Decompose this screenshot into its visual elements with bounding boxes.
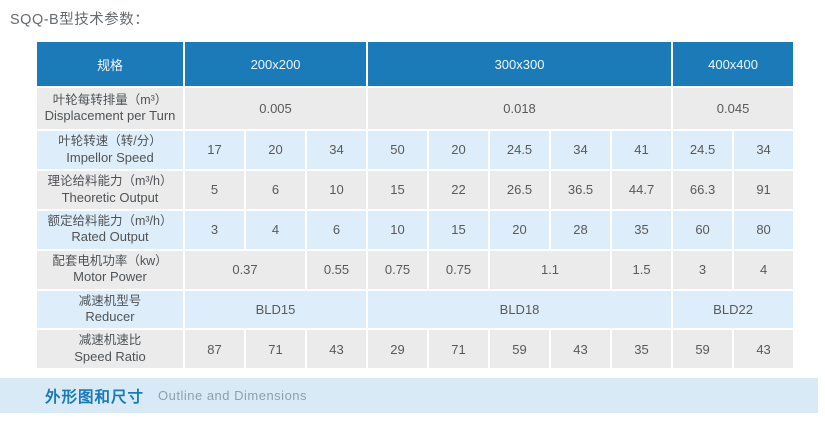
size-group-200x200: 200x200 xyxy=(182,40,369,88)
table-cell: 0.018 xyxy=(366,86,674,131)
spec-table: 规格 200x200 300x300 400x400 叶轮每转排量（m³） Di… xyxy=(35,40,796,371)
table-row-motor-power: 配套电机功率（kw） Motor Power 0.37 0.55 0.75 0.… xyxy=(35,248,796,291)
table-row-reducer: 减速机型号 Reducer BLD15 BLD18 BLD22 xyxy=(35,288,796,331)
table-cell: 28 xyxy=(549,208,613,251)
section-title-en: Outline and Dimensions xyxy=(158,388,308,403)
row-label-zh: 叶轮每转排量（m³） xyxy=(52,92,168,107)
section-title-zh: 外形图和尺寸 xyxy=(45,388,145,406)
spec-header-cell: 规格 xyxy=(35,40,185,88)
table-cell: BLD18 xyxy=(366,288,674,331)
table-cell: 20 xyxy=(488,208,552,251)
row-label-en: Speed Ratio xyxy=(74,349,146,364)
table-cell: 43 xyxy=(732,328,796,371)
table-cell: 20 xyxy=(427,129,491,171)
row-label-en: Theoretic Output xyxy=(61,189,159,205)
table-cell: 66.3 xyxy=(671,168,735,211)
table-cell: 50 xyxy=(366,129,430,171)
table-row-impellor-speed: 叶轮转速（转/分） Impellor Speed 17 20 34 50 20 … xyxy=(35,129,796,171)
table-cell: 44.7 xyxy=(610,168,674,211)
table-cell: 1.1 xyxy=(488,248,613,291)
table-cell: 0.75 xyxy=(427,248,491,291)
table-header-row: 规格 200x200 300x300 400x400 xyxy=(35,40,796,88)
table-cell: 20 xyxy=(244,129,307,171)
table-cell: 71 xyxy=(427,328,491,371)
table-cell: 24.5 xyxy=(671,129,735,171)
table-cell: 0.37 xyxy=(183,248,307,291)
row-label-motor-power: 配套电机功率（kw） Motor Power xyxy=(35,248,185,291)
row-label-zh: 叶轮转速（转/分） xyxy=(58,134,162,148)
row-label-zh: 理论给料能力（m³/h） xyxy=(47,173,173,188)
section-bar-outline-dimensions: 外形图和尺寸 Outline and Dimensions xyxy=(0,378,818,413)
table-cell: 3 xyxy=(671,248,735,291)
row-label-impellor-speed: 叶轮转速（转/分） Impellor Speed xyxy=(35,129,185,171)
size-group-400x400: 400x400 xyxy=(671,40,796,88)
page-title: SQQ-B型技术参数： xyxy=(10,12,150,28)
table-cell: 60 xyxy=(671,208,735,251)
table-cell: 24.5 xyxy=(488,129,552,171)
row-label-zh: 减速机型号 xyxy=(78,293,142,308)
table-cell: BLD15 xyxy=(182,288,369,331)
table-cell: 4 xyxy=(244,208,307,251)
table-cell: 0.75 xyxy=(366,248,430,291)
table-cell: 4 xyxy=(732,248,796,291)
row-label-zh: 额定给料能力（m³/h） xyxy=(47,213,173,228)
table-cell: 10 xyxy=(366,208,430,251)
table-cell: 59 xyxy=(671,328,735,371)
table-cell: 3 xyxy=(183,208,246,251)
table-cell: 22 xyxy=(427,168,491,211)
row-label-displacement: 叶轮每转排量（m³） Displacement per Turn xyxy=(35,86,185,131)
table-cell: BLD22 xyxy=(671,288,796,331)
table-cell: 0.55 xyxy=(304,248,369,291)
table-cell: 35 xyxy=(610,328,674,371)
row-label-en: Impellor Speed xyxy=(66,149,154,165)
table-cell: 36.5 xyxy=(549,168,613,211)
table-cell: 10 xyxy=(304,168,369,211)
table-cell: 15 xyxy=(366,168,430,211)
table-cell: 15 xyxy=(427,208,491,251)
row-label-reducer: 减速机型号 Reducer xyxy=(35,288,185,331)
table-cell: 34 xyxy=(732,129,796,171)
table-cell: 6 xyxy=(304,208,369,251)
row-label-zh: 配套电机功率（kw） xyxy=(52,253,168,268)
table-cell: 0.045 xyxy=(671,86,796,131)
row-label-en: Displacement per Turn xyxy=(44,108,176,124)
table-row-speed-ratio: 减速机速比 Speed Ratio 87 71 43 29 71 59 43 3… xyxy=(35,328,796,371)
table-cell: 41 xyxy=(610,129,674,171)
table-cell: 5 xyxy=(183,168,246,211)
table-cell: 26.5 xyxy=(488,168,552,211)
table-cell: 80 xyxy=(732,208,796,251)
table-cell: 59 xyxy=(488,328,552,371)
table-row-theoretic-output: 理论给料能力（m³/h） Theoretic Output 5 6 10 15 … xyxy=(35,168,796,211)
row-label-speed-ratio: 减速机速比 Speed Ratio xyxy=(35,328,185,371)
table-cell: 35 xyxy=(610,208,674,251)
row-label-en: Reducer xyxy=(85,309,135,325)
table-cell: 6 xyxy=(244,168,307,211)
table-row-displacement: 叶轮每转排量（m³） Displacement per Turn 0.005 0… xyxy=(35,86,796,131)
table-cell: 71 xyxy=(244,328,307,371)
size-group-300x300: 300x300 xyxy=(366,40,674,88)
row-label-en: Motor Power xyxy=(73,269,147,285)
table-cell: 17 xyxy=(183,129,246,171)
table-cell: 43 xyxy=(549,328,613,371)
table-cell: 87 xyxy=(183,328,246,371)
row-label-theoretic-output: 理论给料能力（m³/h） Theoretic Output xyxy=(35,168,185,211)
table-cell: 34 xyxy=(304,129,369,171)
table-cell: 1.5 xyxy=(610,248,674,291)
row-label-en: Rated Output xyxy=(71,229,149,245)
row-label-zh: 减速机速比 xyxy=(78,333,142,348)
table-cell: 91 xyxy=(732,168,796,211)
table-row-rated-output: 额定给料能力（m³/h） Rated Output 3 4 6 10 15 20… xyxy=(35,208,796,251)
row-label-rated-output: 额定给料能力（m³/h） Rated Output xyxy=(35,208,185,251)
table-cell: 0.005 xyxy=(182,86,369,131)
table-cell: 29 xyxy=(366,328,430,371)
table-cell: 43 xyxy=(304,328,369,371)
table-cell: 34 xyxy=(549,129,613,171)
